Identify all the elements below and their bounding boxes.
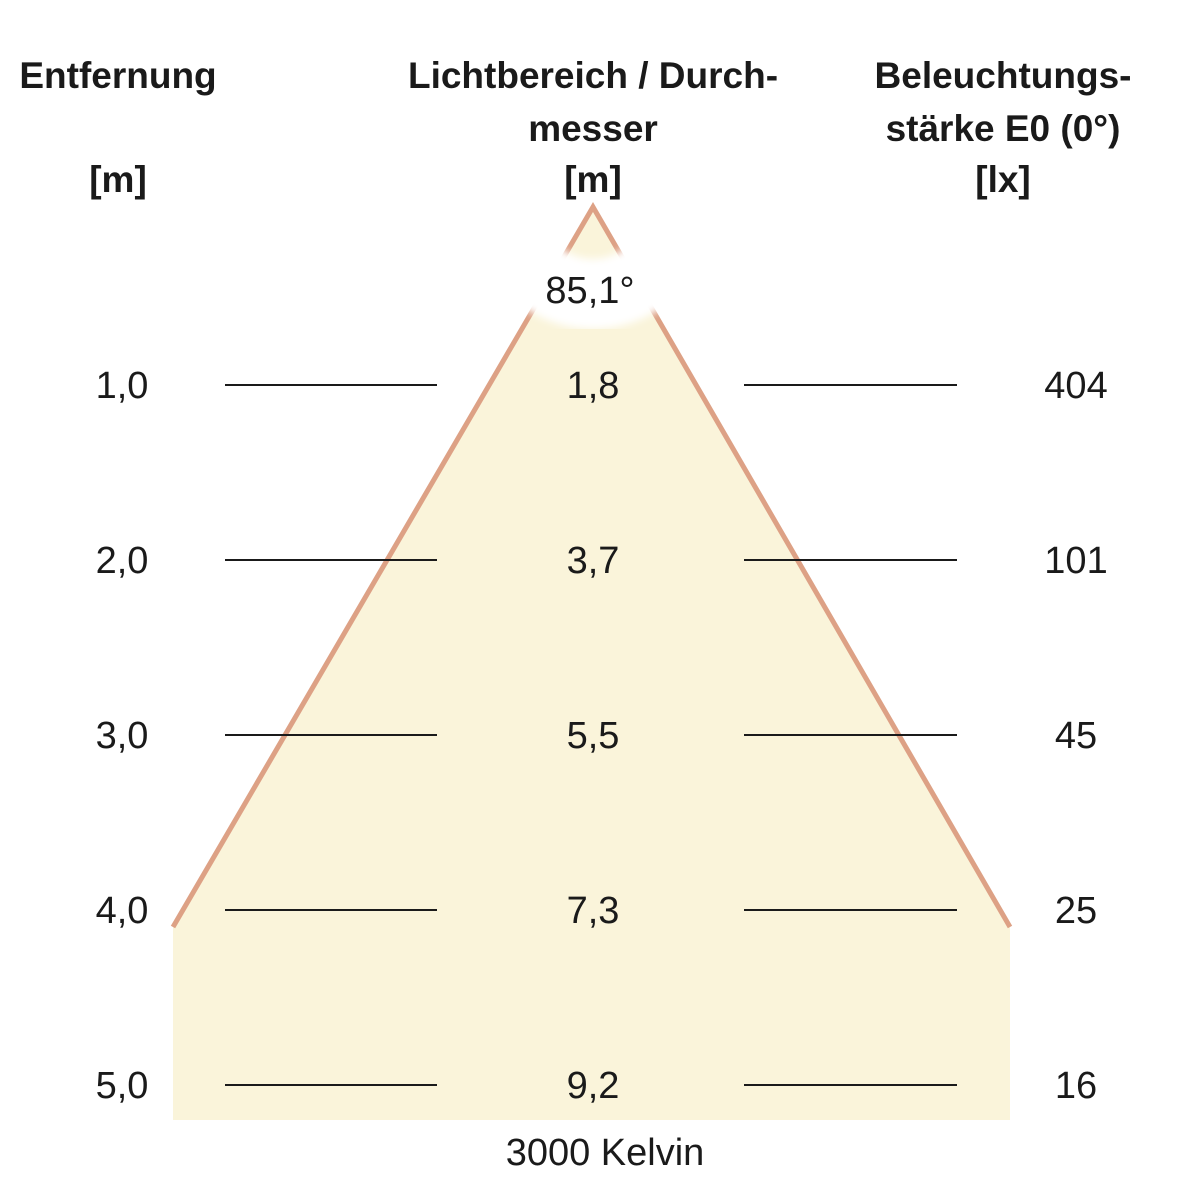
table-row: 2,0 3,7 101 (96, 540, 1108, 582)
header-diameter-line2: messer (528, 108, 658, 149)
illuminance-value: 16 (1055, 1065, 1097, 1107)
diameter-value: 7,3 (567, 890, 620, 932)
diameter-value: 1,8 (567, 365, 620, 407)
header-distance: Entfernung (19, 55, 216, 96)
table-row: 1,0 1,8 404 (96, 365, 1108, 407)
illuminance-value: 404 (1044, 365, 1107, 407)
diameter-value: 3,7 (567, 540, 620, 582)
distance-value: 1,0 (96, 365, 149, 407)
beam-angle-arc-gap (471, 85, 715, 329)
diameter-value: 9,2 (567, 1065, 620, 1107)
header-diameter-line1: Lichtbereich / Durch- (408, 55, 778, 96)
illuminance-value: 45 (1055, 715, 1097, 757)
distance-value: 4,0 (96, 890, 149, 932)
illuminance-value: 25 (1055, 890, 1097, 932)
kelvin-label: 3000 Kelvin (506, 1132, 705, 1174)
header-illuminance-line2: stärke E0 (0°) (886, 108, 1121, 149)
column-headers: Entfernung [m] Lichtbereich / Durch- mes… (19, 55, 1131, 200)
beam-angle-label: 85,1° (545, 270, 634, 312)
table-row: 4,0 7,3 25 (96, 890, 1098, 932)
table-row: 3,0 5,5 45 (96, 715, 1098, 757)
header-illuminance-unit: [lx] (975, 159, 1031, 200)
header-diameter-unit: [m] (564, 159, 622, 200)
light-cone-fill (173, 207, 1010, 1120)
distance-value: 5,0 (96, 1065, 149, 1107)
light-cone-edges (170, 202, 1013, 929)
illuminance-value: 101 (1044, 540, 1107, 582)
diameter-value: 5,5 (567, 715, 620, 757)
distance-value: 2,0 (96, 540, 149, 582)
table-row: 5,0 9,2 16 (96, 1065, 1098, 1107)
header-distance-unit: [m] (89, 159, 147, 200)
header-illuminance-line1: Beleuchtungs- (875, 55, 1132, 96)
distance-value: 3,0 (96, 715, 149, 757)
